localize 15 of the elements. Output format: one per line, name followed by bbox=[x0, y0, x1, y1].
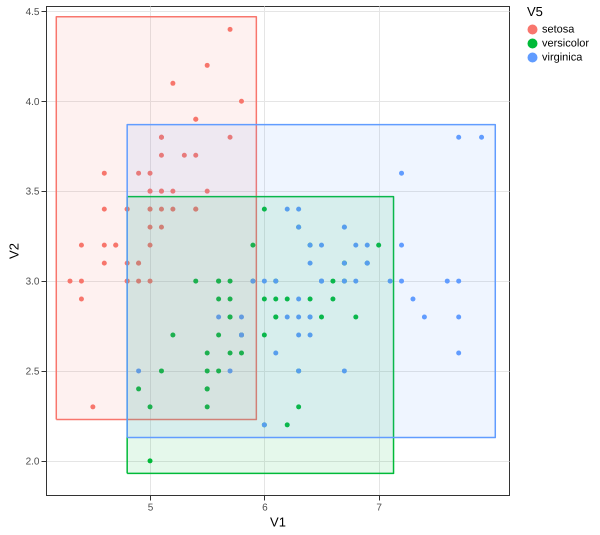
y-tick-label: 4.0 bbox=[26, 96, 40, 108]
x-tick-label: 6 bbox=[262, 502, 268, 514]
x-tick-label: 5 bbox=[148, 502, 154, 514]
y-axis-title: V2 bbox=[6, 243, 22, 259]
legend-title: V5 bbox=[527, 4, 543, 19]
legend-label: virginica bbox=[542, 52, 584, 64]
x-axis-title: V1 bbox=[270, 514, 286, 530]
legend-label: versicolor bbox=[542, 38, 590, 50]
y-tick-label: 4.5 bbox=[26, 6, 40, 18]
legend-label: setosa bbox=[542, 24, 576, 36]
y-tick-label: 2.0 bbox=[26, 456, 40, 468]
y-tick-label: 3.0 bbox=[26, 276, 40, 288]
y-tick-label: 2.5 bbox=[26, 366, 40, 378]
y-tick-label: 3.5 bbox=[26, 186, 40, 198]
x-tick-label: 7 bbox=[376, 502, 382, 514]
